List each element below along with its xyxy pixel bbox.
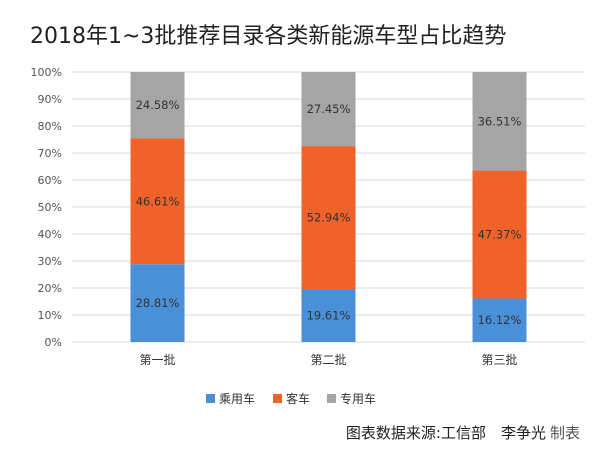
y-tick-label: 70% — [38, 147, 62, 160]
y-tick-label: 10% — [38, 309, 62, 322]
y-tick-label: 90% — [38, 93, 62, 106]
data-label: 52.94% — [307, 211, 351, 225]
data-label: 28.81% — [136, 296, 180, 310]
y-tick-label: 30% — [38, 255, 62, 268]
data-label: 27.45% — [307, 102, 351, 116]
bar-segment — [301, 289, 356, 342]
data-label: 16.12% — [478, 313, 522, 327]
x-category-label: 第一批 — [139, 352, 175, 367]
y-tick-label: 60% — [38, 174, 62, 187]
bar-segment — [130, 138, 185, 265]
data-label: 46.61% — [136, 194, 180, 208]
data-label: 47.37% — [478, 228, 522, 242]
x-category-label: 第二批 — [310, 352, 346, 367]
bar-segment — [130, 264, 185, 342]
data-label: 19.61% — [307, 309, 351, 323]
bar-segment — [301, 72, 356, 147]
y-tick-label: 20% — [38, 282, 62, 295]
legend-label: 专用车 — [340, 391, 376, 406]
legend-swatch — [327, 394, 336, 403]
y-tick-label: 100% — [31, 66, 62, 79]
source-credit: 图表数据来源:工信部 李争光 制表 — [346, 422, 580, 443]
bar-segment — [472, 170, 527, 299]
y-tick-label: 40% — [38, 228, 62, 241]
bar-segment — [472, 298, 527, 342]
y-tick-label: 0% — [45, 336, 62, 349]
credit-source: 图表数据来源:工信部 李争光 — [345, 424, 546, 442]
credit-suffix: 制表 — [549, 424, 580, 442]
data-label: 36.51% — [478, 114, 522, 128]
chart-title: 2018年1~3批推荐目录各类新能源车型占比趋势 — [30, 24, 507, 49]
legend-label: 客车 — [286, 391, 310, 406]
y-tick-label: 80% — [38, 120, 62, 133]
x-category-label: 第三批 — [481, 352, 517, 367]
legend-swatch — [273, 394, 282, 403]
bar-segment — [130, 72, 185, 139]
data-label: 24.58% — [136, 98, 180, 112]
y-tick-label: 50% — [38, 201, 62, 214]
bar-segment — [472, 72, 527, 171]
bar-segment — [301, 146, 356, 290]
legend-swatch — [206, 394, 215, 403]
legend-label: 乘用车 — [219, 391, 255, 406]
